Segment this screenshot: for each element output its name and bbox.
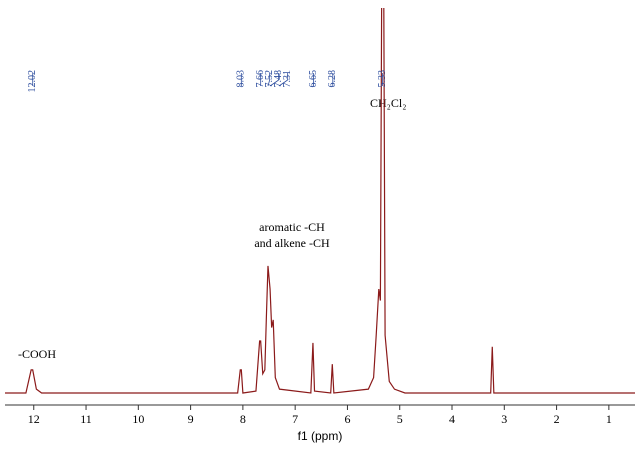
peak-value: 7.31: [282, 70, 293, 88]
x-tick-label: 2: [554, 412, 560, 426]
x-tick-label: 7: [292, 412, 298, 426]
peak-value: 7.48: [273, 70, 284, 88]
peak-connector: [269, 79, 279, 87]
peak-label: 7.66: [255, 70, 266, 88]
peak-label: 12.02: [27, 70, 38, 93]
x-tick-label: 5: [397, 412, 403, 426]
peak-value: 7.52: [264, 70, 275, 88]
x-axis-label: f1 (ppm): [298, 429, 343, 443]
peak-value: 6.65: [308, 70, 319, 88]
peak-label: 5.33: [377, 70, 388, 88]
x-tick-label: 12: [28, 412, 40, 426]
x-tick-label: 10: [132, 412, 144, 426]
peak-label: 7.31: [278, 70, 293, 88]
annotation: -COOH: [18, 347, 56, 361]
x-tick-label: 3: [501, 412, 507, 426]
peak-label: 7.52: [264, 70, 275, 88]
peak-label: 7.48: [269, 70, 284, 88]
x-tick-label: 4: [449, 412, 455, 426]
peak-label: 6.28: [327, 70, 338, 88]
x-tick-label: 8: [240, 412, 246, 426]
peak-value: 12.02: [27, 70, 38, 93]
peak-value: 8.03: [236, 70, 247, 88]
annotation: and alkene -CH: [254, 236, 330, 250]
peak-value: 5.33: [377, 70, 388, 88]
annotation: CH₂Cl₂: [370, 96, 406, 110]
peak-label: 8.03: [236, 70, 247, 88]
peak-connector: [267, 79, 271, 87]
peak-value: 6.28: [327, 70, 338, 88]
x-tick-label: 6: [344, 412, 350, 426]
peak-label: 6.65: [308, 70, 319, 88]
spectrum-line: [5, 8, 635, 394]
annotation: aromatic -CH: [259, 220, 325, 234]
peak-value: 7.66: [255, 70, 266, 88]
x-tick-label: 9: [188, 412, 194, 426]
x-tick-label: 11: [80, 412, 92, 426]
peak-connector: [278, 79, 288, 87]
x-tick-label: 1: [606, 412, 612, 426]
